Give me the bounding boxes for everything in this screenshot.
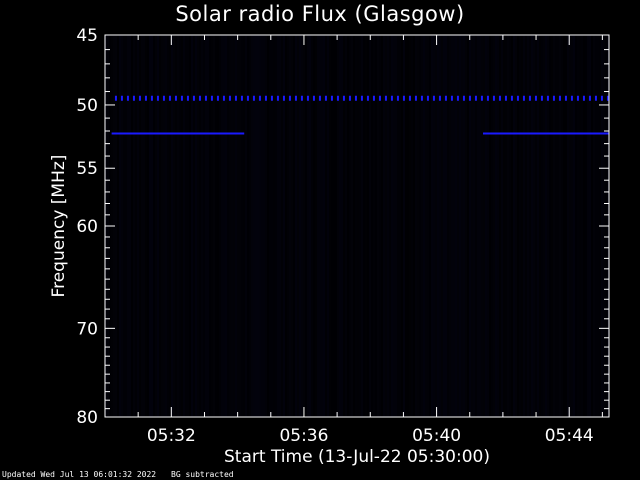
x-axis: 05:32 05:36 05:40 05:44 (104, 35, 603, 446)
band-features (111, 95, 609, 135)
y-tick-label: 55 (76, 159, 98, 179)
bg-subtracted-note: BG subtracted (171, 470, 234, 479)
x-tick-label: 05:44 (545, 426, 594, 446)
y-tick-label: 80 (76, 408, 98, 428)
x-tick-label: 05:40 (412, 426, 461, 446)
y-axis: 45 50 55 60 70 80 (76, 26, 609, 428)
updated-timestamp: Updated Wed Jul 13 06:01:32 2022 (2, 470, 157, 479)
plot-area (105, 35, 609, 417)
y-axis-label: Frequency [MHz] (49, 155, 69, 298)
x-axis-label: Start Time (13-Jul-22 05:30:00) (224, 447, 490, 467)
y-tick-label: 50 (76, 96, 98, 116)
chart-title: Solar radio Flux (Glasgow) (175, 2, 465, 26)
x-tick-label: 05:36 (279, 426, 328, 446)
x-tick-label: 05:32 (147, 426, 196, 446)
y-tick-label: 70 (76, 319, 98, 339)
y-tick-label: 45 (76, 26, 98, 46)
y-tick-label: 60 (76, 217, 98, 237)
